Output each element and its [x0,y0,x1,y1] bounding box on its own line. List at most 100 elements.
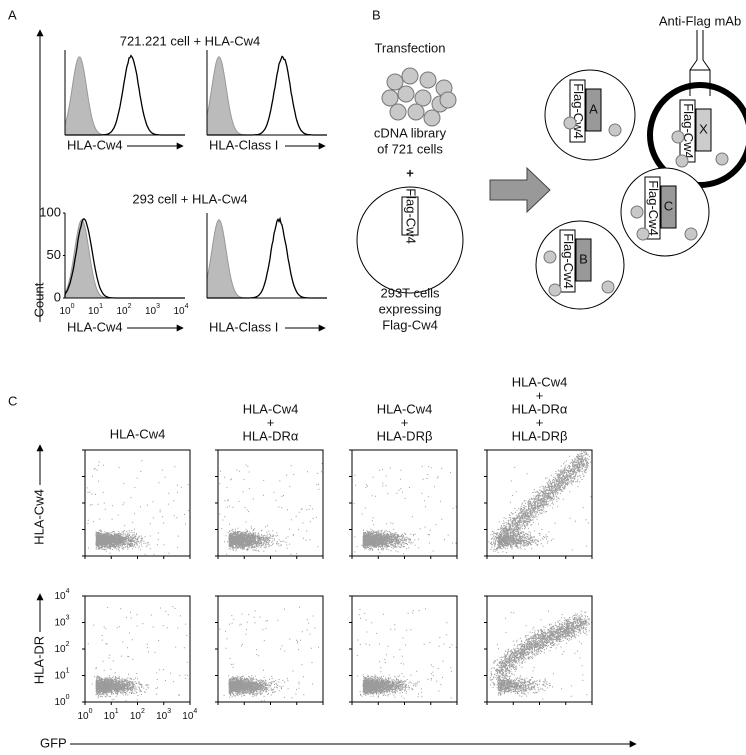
tick-label: 100 [54,694,69,708]
tick-base: 10 [54,591,66,602]
receptor-label: Flag-Cw4 [681,103,696,159]
tick-label: 0 [54,289,61,304]
axis-label: HLA-Cw4 [31,489,46,545]
tick-exp: 3 [167,708,171,715]
tick-label: 102 [116,303,131,317]
flow-plot [84,595,191,703]
step-label: of 721 cells [377,141,443,156]
cdna-particle [414,89,432,107]
tick-exp: 1 [99,303,103,310]
cdna-particle [423,109,441,127]
tick-base: 10 [116,306,128,317]
panel-label: C [8,393,17,408]
tick-exp: 3 [66,614,70,621]
receptor-label: Flag-Cw4 [404,188,419,244]
row-title: 721.221 cell + HLA-Cw4 [120,33,261,48]
flow-events [87,606,188,702]
column-header: HLA-Cw4 [243,401,299,416]
flow-events [489,610,592,700]
cell-granule [715,152,729,166]
axis-label: HLA-Cw4 [67,137,123,152]
flow-plot [217,449,324,557]
tick-exp: 3 [156,303,160,310]
tick-base: 10 [173,306,185,317]
row-title: 293 cell + HLA-Cw4 [132,191,247,206]
cdna-particle [439,91,457,109]
step-label: Flag-Cw4 [382,317,438,332]
tick-label: 103 [145,303,160,317]
process-arrow [489,166,551,214]
tick-exp: 4 [66,588,70,595]
flow-plot [351,449,458,557]
tick-base: 10 [88,306,100,317]
flag-cw4-receptor [644,176,661,240]
panel-label: A [8,7,17,22]
histogram-control [64,219,185,299]
column-header: HLA-DRα [512,401,568,416]
cell-granule [548,283,562,297]
cell [356,186,464,294]
step-label: expressing [379,301,442,316]
receptor-label: Flag-Cw4 [646,180,661,236]
tick-label: 100 [77,708,92,722]
tick-exp: 0 [66,694,70,701]
tick-label: 103 [156,708,171,722]
tick-label: 101 [104,708,119,722]
clone-letter: C [664,198,673,213]
tick-label: 101 [54,667,69,681]
cdna-particle [397,85,415,103]
cell-granule [601,280,615,294]
tick-label: 101 [88,303,103,317]
cdna-protein [695,108,712,152]
clone-letter: B [579,251,588,266]
tick-base: 10 [54,697,66,708]
panel-label: B [372,7,381,22]
column-header: + [267,415,275,430]
flag-cw4-receptor [559,229,576,293]
tick-exp: 1 [115,708,119,715]
step-label: cDNA library [374,125,447,140]
axis-label: HLA-Cw4 [67,319,123,334]
step-label: 293T cells [380,285,440,300]
flow-events [356,608,457,699]
axis-label: GFP [40,735,67,750]
cdna-particle [389,103,407,121]
axis-label: HLA-DR [31,636,46,684]
column-header: + [401,415,409,430]
cdna-particle [407,103,425,121]
tick-exp: 2 [66,641,70,648]
cell-granule [630,205,644,219]
cell-granule [675,154,689,168]
column-header: HLA-Cw4 [110,426,166,441]
tick-exp: 2 [141,708,145,715]
tick-label: 104 [54,588,69,602]
receptor-label: Flag-Cw4 [561,233,576,289]
antibody [689,30,711,96]
tick-base: 10 [145,306,157,317]
cell-granule [563,116,577,130]
column-header: HLA-DRα [243,428,299,443]
tick-exp: 4 [193,708,197,715]
tick-exp: 0 [71,303,75,310]
cdna-protein [585,88,602,132]
tick-base: 10 [182,711,194,722]
tick-base: 10 [59,306,71,317]
cell-granule [608,123,622,137]
axis-label: HLA-Class I [209,319,278,334]
column-header: HLA-Cw4 [377,401,433,416]
receptor-label: Flag-Cw4 [571,83,586,139]
tick-base: 10 [104,711,116,722]
column-header: HLA-Cw4 [512,374,568,389]
flow-events [353,465,457,555]
tick-base: 10 [54,670,66,681]
tick-label: 100 [39,204,61,219]
flow-plot [486,595,593,703]
cdna-particle [381,89,399,107]
column-header: HLA-DRβ [512,428,568,443]
axis-label: HLA-Class I [209,137,278,152]
column-header: + [536,415,544,430]
cdna-particle [401,67,419,85]
cdna-protein [660,185,677,229]
cell-granule [684,227,698,241]
